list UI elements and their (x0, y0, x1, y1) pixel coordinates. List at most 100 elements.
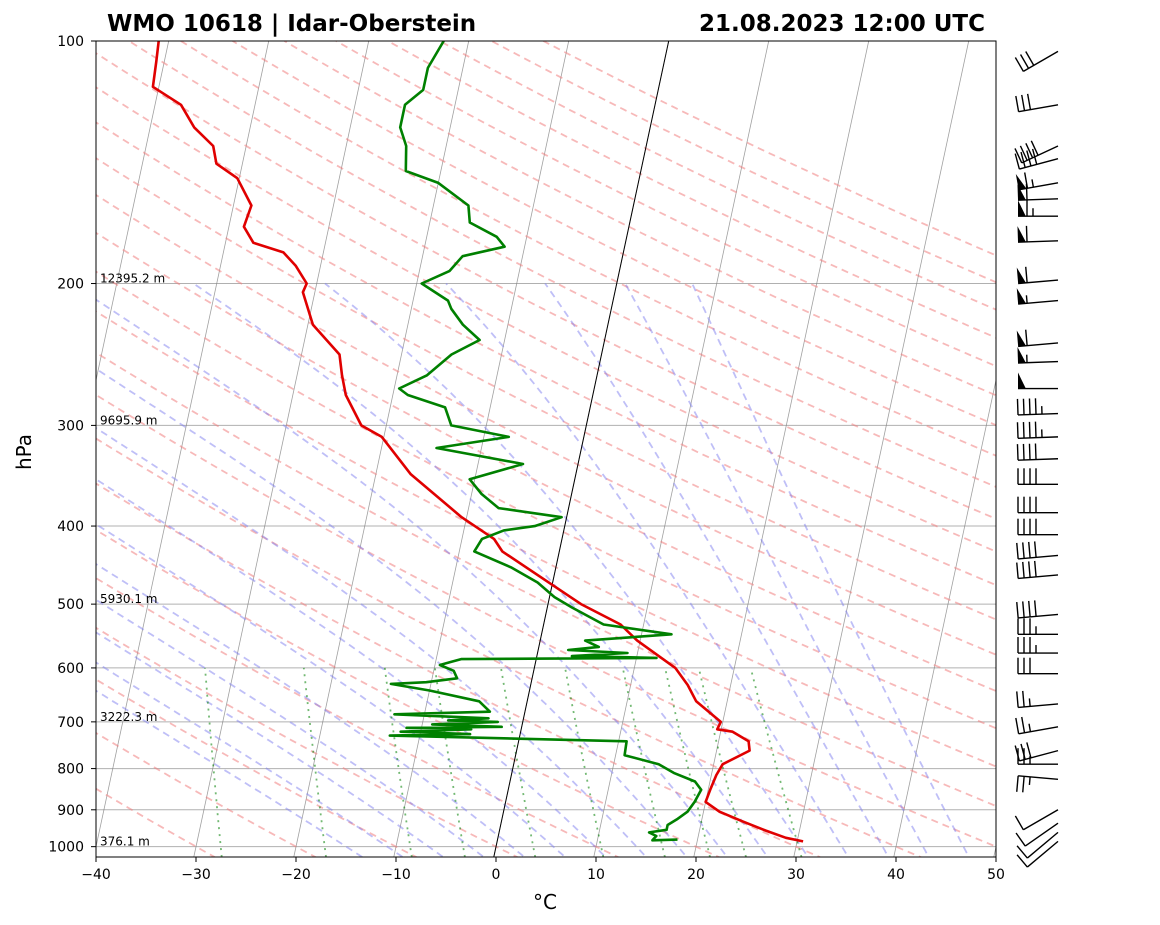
dry-adiabat-line (542, 41, 996, 257)
barb-staff (1017, 436, 1059, 439)
x-tick-label: 40 (887, 867, 905, 883)
wind-barb (1017, 637, 1058, 654)
moist-adiabat-line (624, 283, 930, 857)
barb-staff (1024, 822, 1059, 847)
barb-staff (1018, 554, 1059, 560)
barb-flag (1016, 398, 1019, 415)
barb-flag (1016, 422, 1019, 439)
y-tick-label: 500 (57, 597, 84, 613)
barb-staff (1017, 240, 1059, 243)
barb-flag (1034, 398, 1037, 415)
wind-barb (1018, 200, 1058, 217)
barb-staff (1021, 145, 1059, 164)
barb-flag (1019, 145, 1028, 161)
isotherm-line (993, 844, 996, 857)
wind-barb (1017, 657, 1058, 675)
barb-flag (1016, 775, 1019, 792)
barb-flag (1028, 561, 1031, 578)
wind-barb (1014, 140, 1059, 164)
wind-barb (1016, 831, 1059, 859)
wind-barb (1014, 809, 1059, 831)
barb-staff (1018, 574, 1059, 580)
temperature-line (151, 41, 804, 843)
mixing-ratio-line (621, 667, 666, 857)
wind-barb (1016, 775, 1059, 793)
barb-flag (1019, 54, 1030, 69)
barb-flag (1016, 542, 1019, 559)
wind-barb (1014, 742, 1059, 762)
zero-isotherm-line (493, 41, 670, 857)
barb-flag (1022, 398, 1025, 415)
isotherm-line (96, 41, 270, 849)
mixing-ratio-line (204, 667, 223, 857)
moist-adiabat-line (445, 282, 850, 857)
barb-staff (1017, 458, 1059, 461)
dry-adiabat-line (232, 41, 996, 427)
barb-flag (1020, 151, 1026, 168)
barb-flag (1025, 51, 1035, 66)
barb-half-flag (1028, 698, 1031, 707)
moist-adiabat-line (691, 283, 970, 857)
barb-flag (1022, 542, 1025, 559)
wind-barb (1015, 172, 1059, 191)
barb-pennant (1016, 330, 1026, 347)
wind-barb (1018, 372, 1058, 390)
wind-barb (1015, 716, 1059, 735)
barb-flag (1021, 94, 1026, 111)
moist-adiabat-line (544, 282, 890, 857)
wind-barbs (1014, 50, 1059, 868)
barb-flag (1025, 266, 1028, 283)
moist-adiabat-line (192, 282, 769, 857)
barb-flag (1025, 329, 1028, 346)
wind-barb (1017, 347, 1059, 364)
wind-barb (1017, 518, 1058, 536)
chart-title: WMO 10618 | Idar-Oberstein (107, 11, 476, 37)
barb-staff (1019, 158, 1059, 170)
wind-barb (1017, 496, 1058, 514)
barb-flag (1033, 560, 1037, 577)
chart-date: 21.08.2023 12:00 UTC (699, 11, 985, 37)
barb-flag (1015, 832, 1026, 847)
barb-pennant (1018, 372, 1026, 389)
barb-staff (1017, 360, 1059, 364)
moist-adiabat-line (96, 298, 729, 857)
barb-flag (1026, 93, 1032, 110)
barb-pennant (1018, 200, 1026, 217)
barb-staff (1017, 198, 1059, 201)
x-tick-label: −10 (381, 867, 411, 883)
barb-flag (1033, 541, 1037, 558)
dry-adiabat-line (96, 231, 996, 693)
mixing-ratio-line (500, 667, 537, 857)
barb-flag (1022, 422, 1025, 439)
y-tick-label: 600 (57, 661, 84, 677)
height-label: 376.1 m (100, 835, 150, 849)
profile-lines (151, 41, 804, 843)
barb-half-flag (1031, 179, 1035, 188)
dry-adiabat-line (96, 310, 996, 768)
barb-flag (1028, 398, 1031, 415)
y-tick-label: 300 (57, 418, 84, 434)
wind-barb (1016, 690, 1059, 709)
y-tick-label: 1000 (48, 840, 84, 856)
barb-staff (1018, 182, 1059, 191)
isotherm-line (193, 41, 370, 857)
barb-flag (1016, 691, 1019, 708)
y-tick-label: 100 (57, 34, 84, 50)
x-axis-label: °C (533, 890, 557, 914)
y-tick-label: 400 (57, 519, 84, 535)
moist-adiabat-line (96, 367, 688, 857)
dewpoint-line (388, 41, 703, 842)
y-tick-label: 200 (57, 277, 84, 293)
barb-half-flag (1025, 295, 1028, 304)
isotherm-line (293, 41, 470, 857)
moist-adiabat-line (96, 598, 486, 857)
y-axis: 100 200 300 400 500 600 700 800 900 1000 (48, 34, 96, 856)
dry-adiabat-line (96, 121, 996, 587)
mixing-ratio-line (697, 667, 747, 857)
barb-pennant (1017, 226, 1026, 243)
barb-flag (1028, 600, 1031, 617)
barb-flag (1014, 153, 1021, 170)
barb-flag (1016, 854, 1028, 868)
barb-staff (1018, 703, 1059, 709)
moist-adiabat-line (96, 631, 445, 857)
